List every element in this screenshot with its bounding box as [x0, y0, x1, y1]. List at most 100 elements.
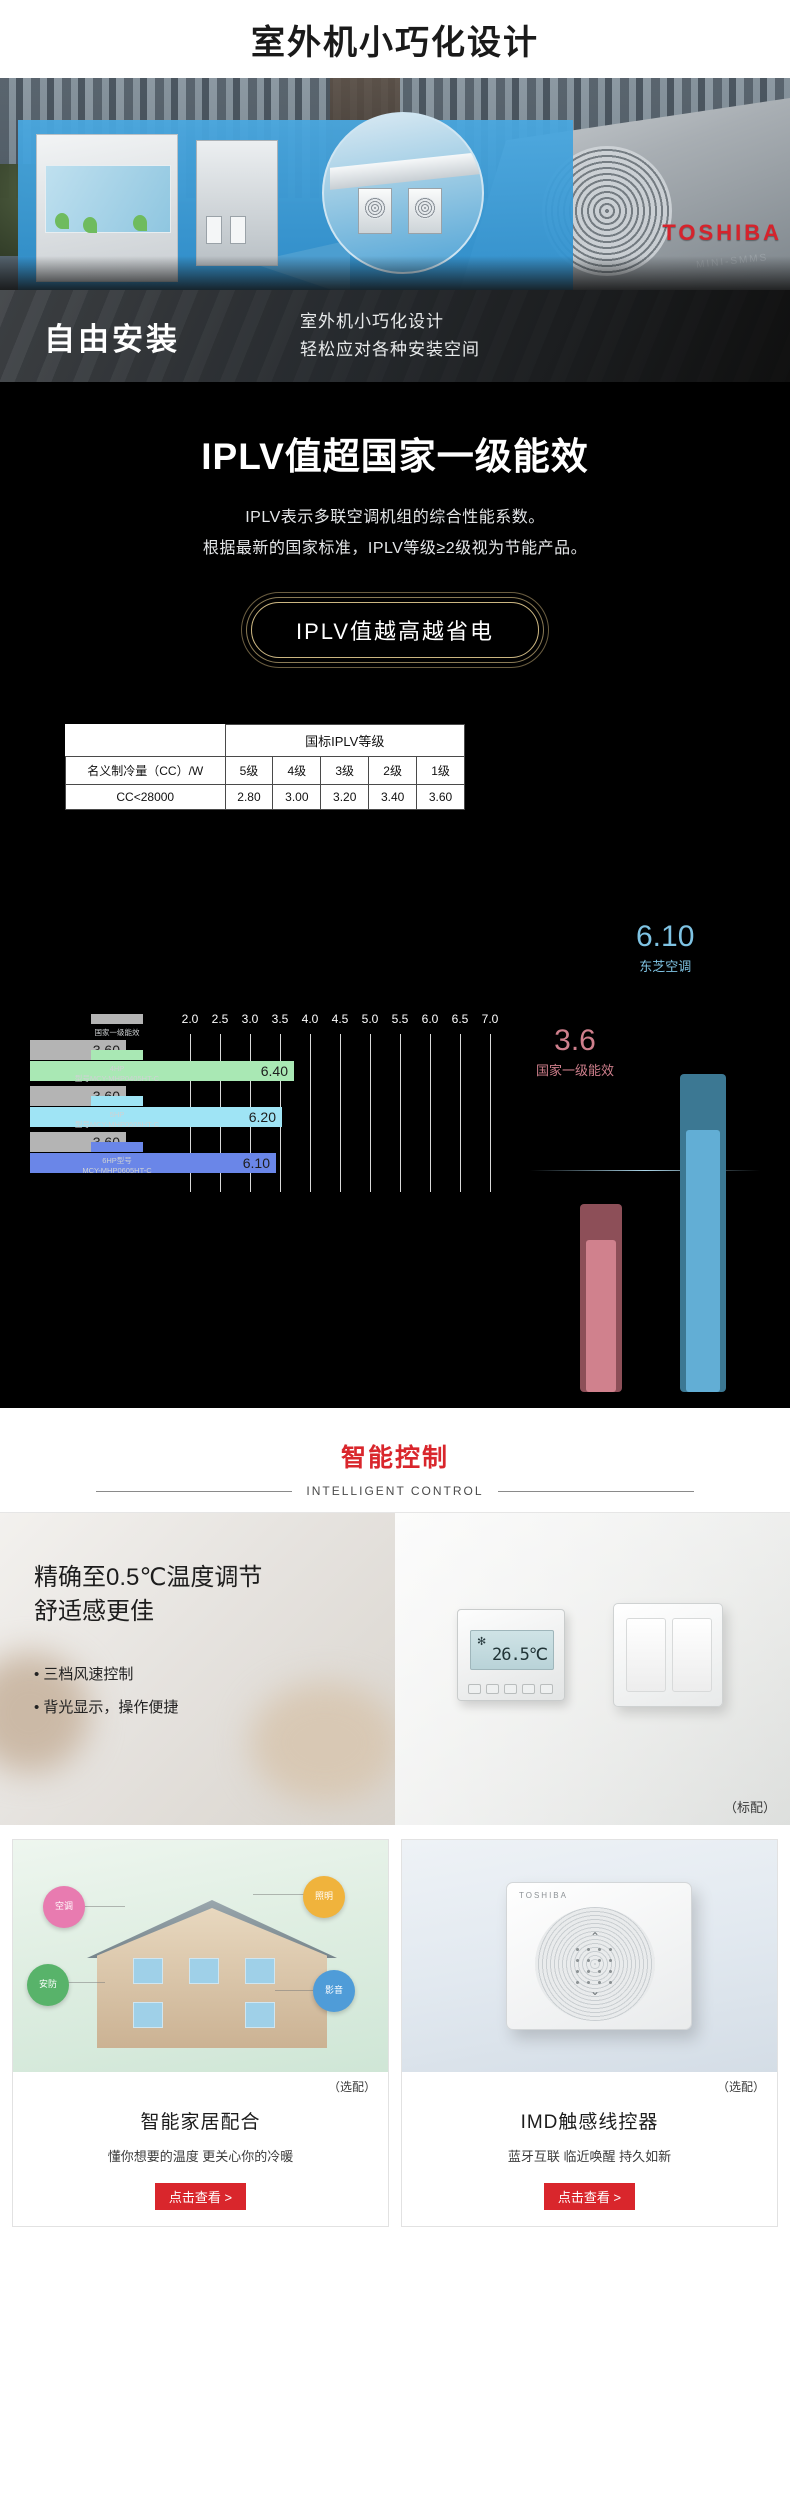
- panel-heading-line1: 精确至0.5℃温度调节: [34, 1564, 263, 1591]
- band-subtext-line1: 室外机小巧化设计: [300, 312, 444, 332]
- chevron-up-icon[interactable]: ⌃: [589, 1930, 601, 1944]
- iplv-section: IPLV值超国家一级能效 IPLV表示多联空调机组的综合性能系数。 根据最新的国…: [0, 382, 790, 1408]
- controller-button[interactable]: [486, 1684, 499, 1694]
- toshiba-value: 6.10: [636, 920, 695, 953]
- card-corner-badge: （选配）: [716, 2080, 765, 2094]
- house-window: [133, 1958, 163, 1984]
- table-row-header-span: 国标IPLV等级: [65, 724, 465, 758]
- chart-tick-label: 5.5: [391, 1012, 409, 1026]
- controller-button[interactable]: [522, 1684, 535, 1694]
- standard-config-badge: （标配）: [723, 1800, 776, 1815]
- iplv-subtext-line2: 根据最新的国家标准，IPLV等级≥2级视为节能产品。: [202, 540, 588, 558]
- toshiba-logo: TOSHIBA: [662, 220, 782, 245]
- iplv-subtext-line1: IPLV表示多联空调机组的综合性能系数。: [245, 509, 545, 526]
- chart-tick-label: 6.5: [451, 1012, 469, 1026]
- house-window: [245, 1958, 275, 1984]
- iot-tag-security-icon: 安防: [27, 1964, 69, 2006]
- zoom-detail-circle: [322, 112, 484, 274]
- chart-bar-value: 6.40: [260, 1063, 288, 1079]
- connector-line: [47, 1982, 105, 1983]
- wall-switch-device: [613, 1603, 723, 1707]
- iot-tag-aircon-icon: 空调: [43, 1886, 85, 1928]
- chevron-down-icon[interactable]: ⌄: [589, 1984, 601, 1998]
- iplv-subtext: IPLV表示多联空调机组的综合性能系数。 根据最新的国家标准，IPLV等级≥2级…: [0, 502, 790, 564]
- card-imd-controller[interactable]: TOSHIBA ⌃ ⌄ （选配） IMD触感线控器 蓝牙互联 临近唤醒 持久如新…: [401, 1839, 778, 2227]
- chart-gridline: [490, 1034, 491, 1192]
- bullet-text: 背光显示，操作便捷: [43, 1699, 179, 1717]
- chart-tick-label: 2.0: [181, 1012, 199, 1026]
- list-item: • 三档风速控制: [34, 1666, 134, 1684]
- table-value-cell: 3.20: [320, 784, 370, 811]
- option-cards: 空调 照明 安防 影音 （选配） 智能家居配合 懂你想要的温度 更关心你的冷暖 …: [0, 1825, 790, 2227]
- chart-tick-label: 3.5: [271, 1012, 289, 1026]
- controller-button[interactable]: [504, 1684, 517, 1694]
- chart-legend-item: 5HP 型号MCY-MHP0505HT-C: [52, 1096, 182, 1130]
- ledge: [330, 152, 480, 190]
- baseline-glow: [530, 1170, 760, 1171]
- bar-national-inner: [586, 1240, 616, 1392]
- table-header-span: 国标IPLV等级: [224, 724, 465, 758]
- chart-bar-model: 6.40: [30, 1061, 294, 1081]
- controller-button[interactable]: [468, 1684, 481, 1694]
- section-title-cn: 智能控制: [340, 1444, 449, 1472]
- band-subtext-line2: 轻松应对各种安装空间: [300, 340, 480, 359]
- hero-bottom-fade: [0, 256, 790, 290]
- iplv-grade-table: 国标IPLV等级 名义制冷量（CC）/W 5级 4级 3级 2级 1级 CC<2…: [65, 724, 465, 811]
- detail-unit-icon: [408, 188, 442, 234]
- controller-buttons: [468, 1684, 553, 1694]
- switch-rocker[interactable]: [672, 1618, 712, 1692]
- touch-dial[interactable]: ⌃ ⌄: [535, 1907, 655, 2021]
- fan-icon: [364, 197, 386, 219]
- mini-outdoor-unit-icon: [206, 216, 222, 244]
- panel-bullet-list: • 三档风速控制 • 背光显示，操作便捷: [34, 1663, 395, 1717]
- card-image: 空调 照明 安防 影音: [13, 1840, 388, 2072]
- list-item: • 背光显示，操作便捷: [34, 1699, 179, 1717]
- chart-bar-value: 6.10: [242, 1155, 270, 1171]
- chart-bar-value: 6.20: [248, 1109, 276, 1125]
- panel-heading: 精确至0.5℃温度调节 舒适感更佳: [34, 1561, 395, 1629]
- band-headline: 自由安装: [44, 321, 180, 357]
- connector-line: [275, 1990, 323, 1991]
- toshiba-logo: TOSHIBA: [519, 1891, 568, 1900]
- chart-gridline: [340, 1034, 341, 1192]
- chart-gridline: [310, 1034, 311, 1192]
- card-desc: 懂你想要的温度 更关心你的冷暖: [107, 2149, 294, 2164]
- legend-label: 5HP 型号MCY-MHP0505HT-C: [74, 1110, 160, 1130]
- view-button[interactable]: 点击查看 >: [543, 2183, 636, 2210]
- national-value: 3.6: [554, 1024, 596, 1057]
- legend-swatch: [91, 1050, 143, 1060]
- iot-tag-label: 空调: [54, 1901, 73, 1912]
- switch-rocker[interactable]: [626, 1618, 666, 1692]
- card-smart-home[interactable]: 空调 照明 安防 影音 （选配） 智能家居配合 懂你想要的温度 更关心你的冷暖 …: [12, 1839, 389, 2227]
- header-rule-right: [497, 1490, 694, 1492]
- connector-line: [65, 1906, 125, 1907]
- chart-tick-label: 5.0: [361, 1012, 379, 1026]
- toshiba-caption: 东芝空调: [639, 959, 692, 974]
- toshiba-value-label: 6.10 东芝空调: [636, 920, 694, 975]
- dot-matrix-display: [572, 1944, 618, 1984]
- chart-bar-model: 6.20: [30, 1107, 282, 1127]
- chart-gridline: [370, 1034, 371, 1192]
- table-value-cell: 3.40: [368, 784, 418, 811]
- chart-legend-item: 4HP 型号MCY-MHP0405HT-C: [52, 1050, 182, 1084]
- iplv-horizontal-bar-chart: 2.02.53.03.54.04.55.05.56.06.57.0 3.606.…: [30, 1012, 500, 1202]
- house-window: [245, 2002, 275, 2028]
- imd-controller-device: TOSHIBA ⌃ ⌄: [506, 1882, 692, 2030]
- legend-label: 国家一级能效: [94, 1028, 140, 1037]
- plant-icon: [55, 213, 69, 229]
- band-subtext: 室外机小巧化设计 轻松应对各种安装空间: [300, 308, 480, 363]
- connector-line: [253, 1894, 311, 1895]
- card-title: IMD触感线控器: [520, 2112, 659, 2133]
- chart-tick-label: 7.0: [481, 1012, 499, 1026]
- view-button[interactable]: 点击查看 >: [154, 2183, 247, 2210]
- intelligent-control-header: 智能控制 INTELLIGENT CONTROL: [0, 1408, 790, 1512]
- plant-icon: [133, 215, 147, 231]
- table-value-cell: 3.00: [272, 784, 322, 811]
- panel-left: 精确至0.5℃温度调节 舒适感更佳 • 三档风速控制 • 背光显示，操作便捷: [0, 1513, 395, 1825]
- table-grade-cell: 1级: [416, 756, 465, 786]
- controller-button[interactable]: [540, 1684, 553, 1694]
- free-installation-band: 自由安装 室外机小巧化设计 轻松应对各种安装空间: [0, 290, 790, 382]
- chart-tick-label: 4.5: [331, 1012, 349, 1026]
- card-image: TOSHIBA ⌃ ⌄: [402, 1840, 777, 2072]
- iot-tag-label: 影音: [324, 1985, 343, 1996]
